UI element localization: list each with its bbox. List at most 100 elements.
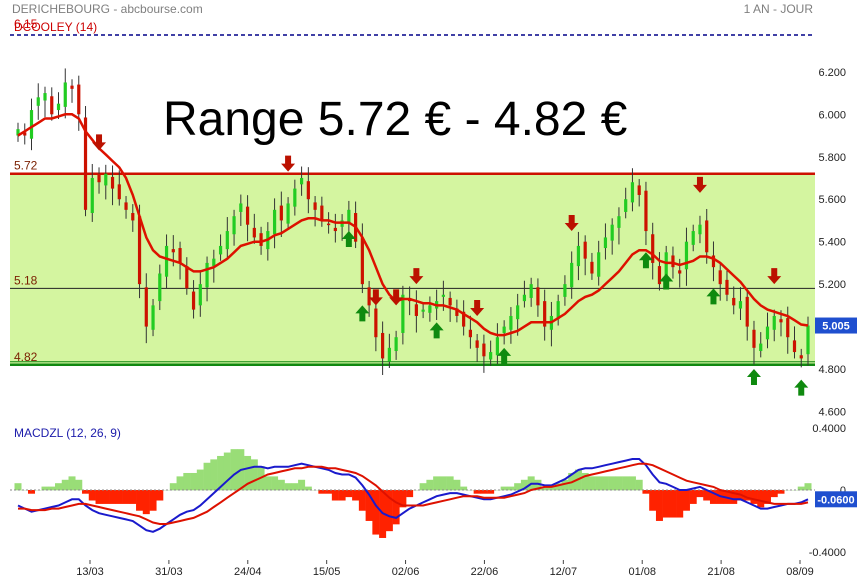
macd-histogram-bar — [608, 476, 616, 491]
chart-title: DERICHEBOURG - abcbourse.com — [12, 2, 203, 16]
candle — [678, 270, 682, 274]
candle — [205, 262, 209, 288]
price-tick-label: 5.600 — [818, 194, 846, 206]
price-tick-label: 5.400 — [818, 237, 846, 249]
candle — [83, 117, 88, 210]
macd-histogram-bar — [426, 479, 434, 491]
macd-histogram-bar — [210, 459, 218, 491]
range-annotation: Range 5.72 € - 4.82 € — [163, 93, 628, 146]
date-tick-label: 22/06 — [471, 566, 499, 578]
candle — [745, 296, 749, 327]
candle — [347, 209, 351, 224]
date-tick-label: 24/04 — [234, 566, 262, 578]
macd-histogram-bar — [743, 490, 751, 501]
candle — [333, 227, 337, 232]
macd-histogram-bar — [392, 490, 400, 525]
sell-arrow-icon — [368, 289, 383, 306]
sell-arrow-icon — [409, 268, 424, 285]
macd-histogram-bar — [480, 490, 488, 494]
candle — [374, 308, 378, 338]
candle — [104, 173, 108, 186]
candle — [144, 287, 148, 327]
macd-histogram-bar — [156, 490, 164, 501]
macd-histogram-bar — [635, 479, 643, 491]
candle — [299, 177, 304, 185]
candle — [198, 284, 202, 306]
macd-histogram-bar — [547, 486, 555, 491]
candle — [772, 315, 776, 330]
price-tick-label: 4.600 — [818, 407, 846, 419]
candle — [765, 326, 770, 340]
macd-last-box — [815, 491, 857, 508]
macd-histogram-bar — [129, 490, 137, 504]
macd-histogram-bar — [406, 490, 414, 498]
macd-histogram-bar — [682, 490, 690, 511]
candle — [792, 340, 797, 353]
candle — [536, 287, 540, 306]
date-tick-label: 21/08 — [707, 566, 735, 578]
macd-tick-label: -0.4000 — [809, 547, 846, 559]
candle — [70, 85, 74, 89]
macd-histogram-bar — [750, 490, 758, 504]
macd-histogram-bar — [217, 455, 225, 491]
buy-arrow-icon — [794, 379, 809, 396]
macd-histogram-bar — [115, 490, 123, 504]
macd-histogram-bar — [453, 479, 461, 491]
level-label: 5.72 — [14, 159, 38, 173]
last-price-badge: 5.005 — [815, 317, 857, 334]
buy-arrow-icon — [429, 322, 444, 339]
candle — [563, 284, 567, 297]
candle — [630, 182, 635, 203]
price-tick-label: 5.800 — [818, 152, 846, 164]
candle — [556, 301, 560, 320]
macd-histogram-bar — [338, 490, 346, 501]
macd-histogram-bar — [365, 490, 373, 521]
candle — [502, 326, 506, 333]
range-band — [10, 173, 815, 365]
macd-histogram-bar — [777, 490, 785, 494]
macd-histogram-bar — [372, 490, 380, 535]
candle — [212, 258, 216, 267]
candle — [90, 177, 94, 214]
macd-histogram-bar — [95, 490, 103, 504]
price-tick-label: 6.200 — [818, 67, 846, 79]
candle — [583, 241, 587, 259]
macd-histogram-bar — [271, 476, 279, 491]
candle — [124, 202, 128, 210]
candle — [286, 203, 290, 224]
macd-histogram-bar — [655, 490, 663, 521]
macd-last-badge: -0.0600 — [815, 491, 857, 508]
macd-histogram-bar — [581, 472, 589, 491]
candle — [414, 304, 418, 316]
candle — [462, 311, 466, 327]
macd-histogram-bar — [554, 483, 562, 491]
candle — [43, 93, 47, 101]
buy-arrow-icon — [638, 252, 653, 269]
candle — [752, 329, 756, 348]
macd-histogram-bar — [628, 476, 636, 491]
candle — [320, 205, 324, 221]
macd-histogram-bar — [703, 490, 711, 501]
macd-histogram-bar — [304, 486, 312, 491]
macd-histogram-bar — [331, 490, 339, 501]
macd-histogram-bar — [514, 483, 522, 491]
candle — [475, 340, 479, 348]
candle — [489, 352, 493, 360]
candle — [441, 294, 445, 297]
candle — [657, 266, 662, 285]
candle — [151, 305, 155, 330]
candle — [455, 308, 459, 316]
candle — [448, 297, 452, 306]
candle — [381, 332, 385, 359]
candle — [279, 205, 283, 221]
candle — [725, 279, 729, 295]
candle — [191, 291, 196, 310]
macd-histogram-bar — [797, 486, 805, 491]
macd-histogram-bar — [649, 490, 657, 511]
candle — [293, 188, 297, 207]
sell-arrow-icon — [281, 155, 296, 172]
macd-histogram-bar — [345, 490, 353, 498]
candle — [63, 82, 67, 107]
macd-histogram-bar — [196, 469, 204, 491]
